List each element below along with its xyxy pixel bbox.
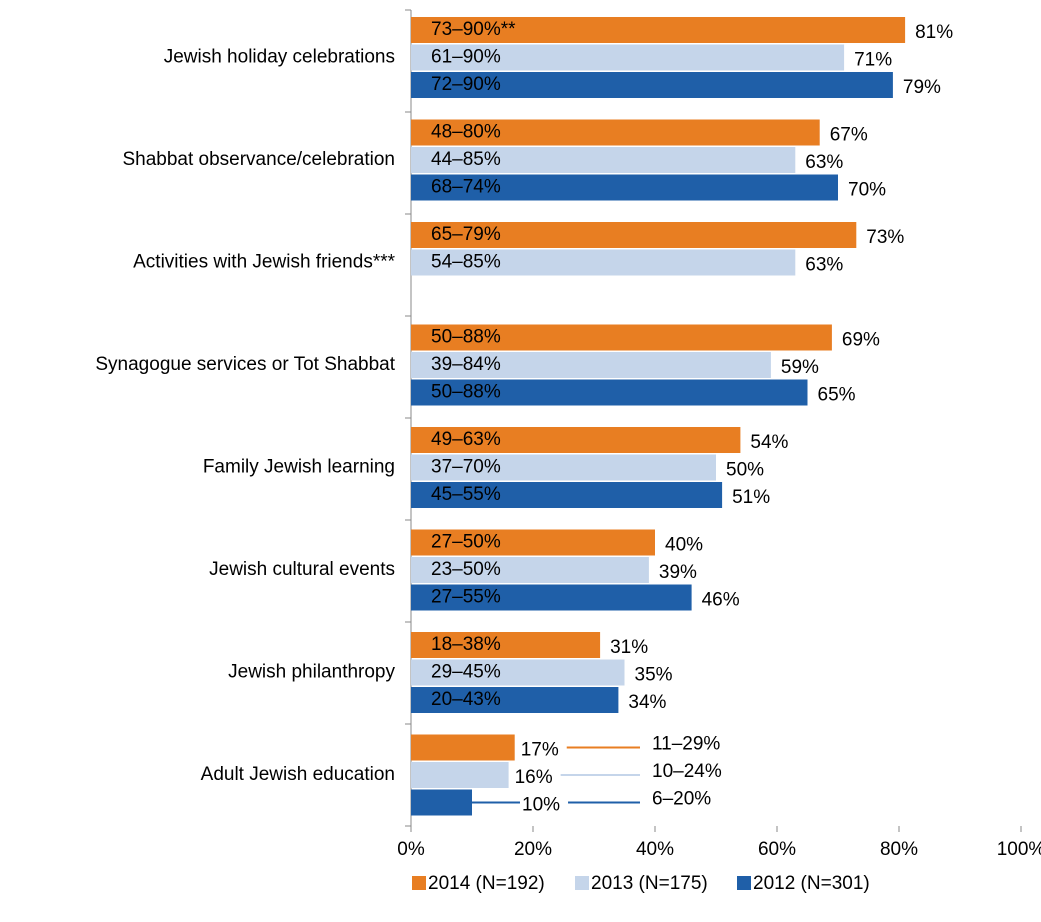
range-label: 73–90%** (431, 19, 516, 40)
category-label: Jewish holiday celebrations (164, 46, 395, 67)
legend-label: 2014 (N=192) (428, 873, 545, 894)
legend-swatch (575, 876, 589, 890)
value-label: 63% (805, 152, 843, 173)
value-label: 31% (610, 637, 648, 658)
range-label: 50–88% (431, 382, 501, 403)
bar (411, 427, 741, 453)
category-label: Activities with Jewish friends*** (133, 251, 395, 272)
bar (411, 147, 796, 173)
value-label: 69% (842, 330, 880, 351)
range-label: 10–24% (652, 761, 722, 782)
range-label: 6–20% (652, 789, 711, 810)
range-label: 27–50% (431, 532, 501, 553)
legend-swatch (412, 876, 426, 890)
range-label: 49–63% (431, 429, 501, 450)
category-label: Jewish cultural events (209, 559, 395, 580)
value-label: 17% (521, 740, 559, 761)
range-label: 23–50% (431, 559, 501, 580)
range-label: 27–55% (431, 587, 501, 608)
value-label: 65% (818, 385, 856, 406)
range-label: 29–45% (431, 662, 501, 683)
range-label: 50–88% (431, 327, 501, 348)
x-tick-label: 0% (397, 839, 425, 860)
bar (411, 762, 509, 788)
x-tick-label: 40% (636, 839, 674, 860)
value-label: 70% (848, 180, 886, 201)
value-label: 79% (903, 77, 941, 98)
range-label: 54–85% (431, 252, 501, 273)
range-label: 68–74% (431, 177, 501, 198)
value-label: 71% (854, 50, 892, 71)
value-label: 39% (659, 562, 697, 583)
bar (411, 632, 601, 658)
x-tick-label: 20% (514, 839, 552, 860)
value-label: 63% (805, 255, 843, 276)
range-label: 45–55% (431, 484, 501, 505)
bar (411, 174, 838, 201)
bar (411, 584, 692, 611)
value-label: 50% (726, 460, 764, 481)
bar (411, 352, 771, 378)
value-label: 81% (915, 22, 953, 43)
value-label: 10% (522, 795, 560, 816)
range-label: 72–90% (431, 74, 501, 95)
value-label: 59% (781, 357, 819, 378)
range-label: 44–85% (431, 149, 501, 170)
category-label: Jewish philanthropy (228, 661, 395, 682)
bar (411, 482, 723, 508)
range-label: 65–79% (431, 224, 501, 245)
range-label: 11–29% (652, 734, 720, 755)
range-label: 18–38% (431, 634, 501, 655)
category-label: Synagogue services or Tot Shabbat (95, 354, 395, 375)
bar (411, 557, 649, 583)
value-label: 46% (702, 590, 740, 611)
value-label: 67% (830, 125, 868, 146)
bar (411, 222, 857, 248)
value-label: 54% (750, 432, 788, 453)
bar (411, 789, 472, 816)
legend-swatch (737, 876, 751, 890)
bar (411, 119, 820, 146)
range-label: 61–90% (431, 47, 501, 68)
bar (411, 659, 625, 686)
range-label: 20–43% (431, 689, 501, 710)
bar (411, 687, 619, 713)
bar (411, 44, 845, 71)
bar (411, 72, 893, 98)
bar (411, 17, 906, 43)
range-label: 48–80% (431, 122, 501, 143)
range-label: 39–84% (431, 354, 501, 375)
legend-label: 2013 (N=175) (591, 873, 708, 894)
bar (411, 529, 655, 556)
bar (411, 379, 808, 406)
value-label: 51% (732, 487, 770, 508)
category-label: Adult Jewish education (201, 764, 395, 785)
category-label: Family Jewish learning (203, 456, 395, 477)
bar (411, 454, 716, 481)
range-label: 37–70% (431, 457, 501, 478)
bar (411, 249, 796, 276)
bar (411, 324, 832, 351)
category-label: Shabbat observance/celebration (122, 149, 395, 170)
x-tick-label: 80% (880, 839, 918, 860)
value-label: 34% (628, 692, 666, 713)
x-tick-label: 100% (997, 839, 1041, 860)
x-tick-label: 60% (758, 839, 796, 860)
value-label: 73% (866, 227, 904, 248)
value-label: 40% (665, 535, 703, 556)
legend-label: 2012 (N=301) (753, 873, 870, 894)
value-label: 35% (635, 665, 673, 686)
value-label: 16% (515, 767, 553, 788)
bar (411, 734, 515, 761)
